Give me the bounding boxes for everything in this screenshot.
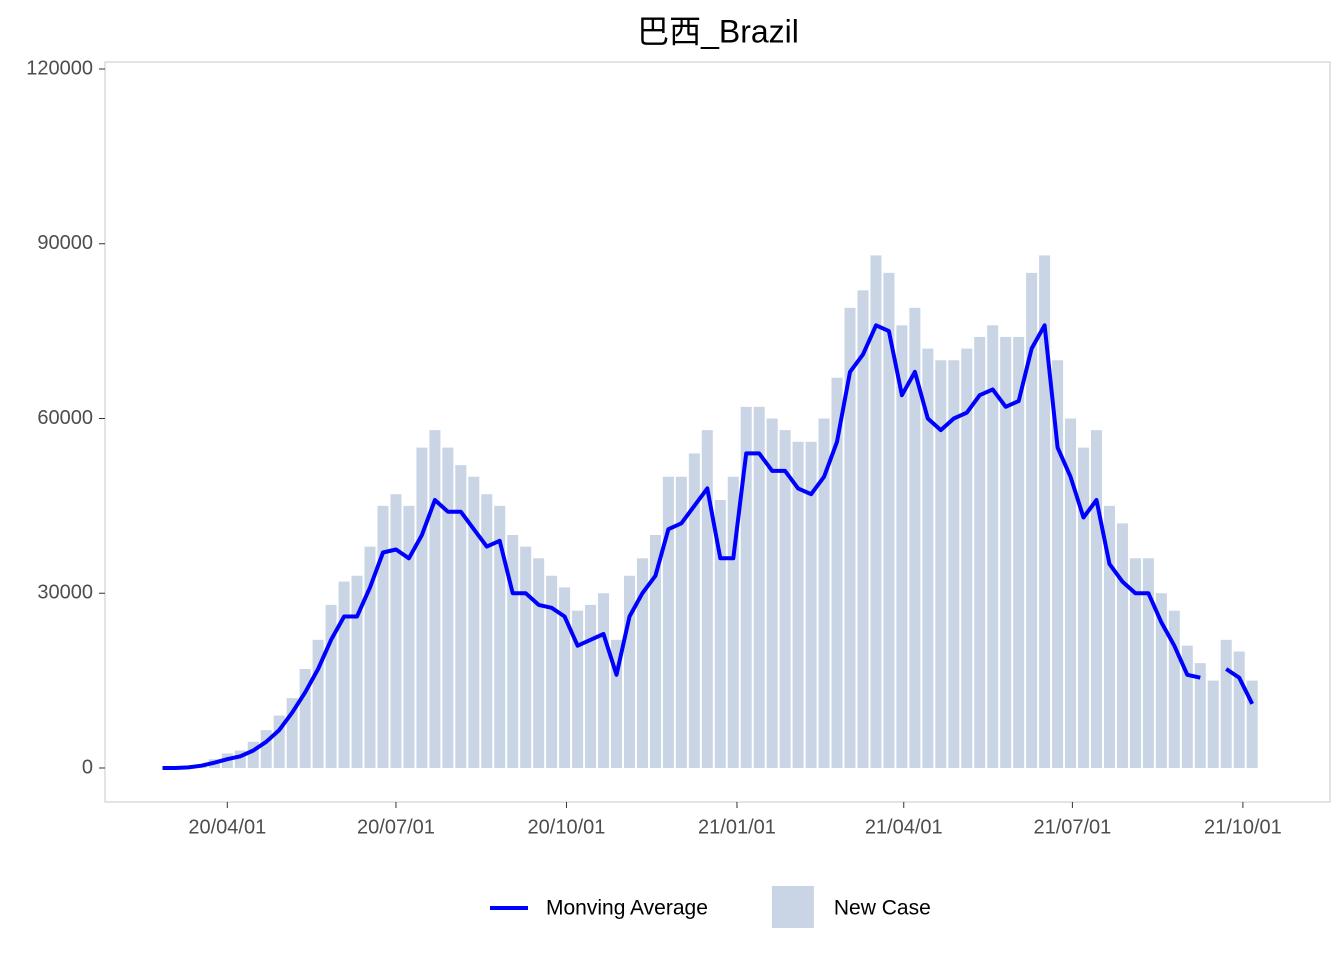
bar — [1169, 611, 1180, 768]
x-tick-label: 20/04/01 — [188, 816, 266, 838]
bar — [481, 494, 492, 768]
legend-label: New Case — [834, 897, 931, 920]
y-tick-label: 30000 — [37, 582, 93, 604]
bar — [702, 430, 713, 768]
x-tick-label: 21/10/01 — [1204, 816, 1282, 838]
bar — [546, 576, 557, 768]
bar — [1143, 558, 1154, 768]
bar — [624, 576, 635, 768]
bar — [780, 430, 791, 768]
bar — [663, 477, 674, 768]
legend-label: Monving Average — [546, 897, 708, 920]
x-tick-label: 21/01/01 — [698, 816, 776, 838]
bar — [520, 547, 531, 768]
bar — [585, 605, 596, 768]
y-tick-label: 120000 — [26, 57, 93, 79]
bar — [1078, 448, 1089, 768]
bar — [1091, 430, 1102, 768]
x-tick-label: 20/07/01 — [357, 816, 435, 838]
bar — [1221, 640, 1232, 768]
bar — [533, 558, 544, 768]
bar — [1208, 681, 1219, 768]
x-tick-label: 20/10/01 — [528, 816, 606, 838]
bar — [468, 477, 479, 768]
bar — [339, 582, 350, 768]
bar — [935, 360, 946, 768]
x-tick-label: 21/04/01 — [865, 816, 943, 838]
y-tick-label: 90000 — [37, 232, 93, 254]
x-tick-label: 21/07/01 — [1033, 816, 1111, 838]
y-tick-label: 0 — [82, 756, 93, 778]
bar — [390, 494, 401, 768]
bar — [403, 506, 414, 768]
bar — [429, 430, 440, 768]
y-tick-label: 60000 — [37, 407, 93, 429]
bar — [1234, 651, 1245, 767]
bar — [442, 448, 453, 768]
legend-key — [772, 886, 814, 928]
bar — [416, 448, 427, 768]
bar — [1117, 523, 1128, 768]
bar — [598, 593, 609, 768]
bar — [377, 506, 388, 768]
chart-title: 巴西_Brazil — [637, 13, 799, 49]
